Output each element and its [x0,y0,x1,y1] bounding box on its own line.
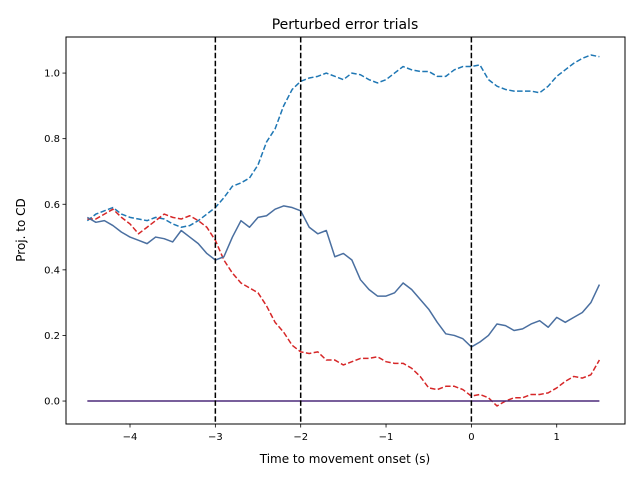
x-axis-label: Time to movement onset (s) [259,452,430,466]
x-tick-label: 0 [468,432,474,443]
plot-area [86,37,601,424]
y-tick-label: 0.8 [44,134,60,145]
axes-frame [65,36,626,425]
series-line-1 [87,208,601,407]
y-axis-label: Proj. to CD [14,198,28,261]
x-tick-label: −3 [208,432,223,443]
y-axis: 0.0 0.2 0.4 0.6 0.8 1.0 [44,69,66,408]
x-tick-label: −1 [379,432,394,443]
y-tick-label: 0.4 [44,265,60,276]
y-tick-label: 0.0 [44,397,60,408]
chart-title: Perturbed error trials [272,17,419,33]
y-tick-label: 1.0 [44,69,60,80]
y-tick-label: 0.6 [44,200,60,211]
x-axis: −4 −3 −2 −1 0 1 [123,424,560,443]
y-tick-label: 0.2 [44,331,60,342]
series-line-0 [86,54,600,228]
x-tick-label: −2 [293,432,308,443]
x-tick-label: −4 [123,432,138,443]
x-tick-label: 1 [554,432,560,443]
series-line-2 [86,205,601,348]
